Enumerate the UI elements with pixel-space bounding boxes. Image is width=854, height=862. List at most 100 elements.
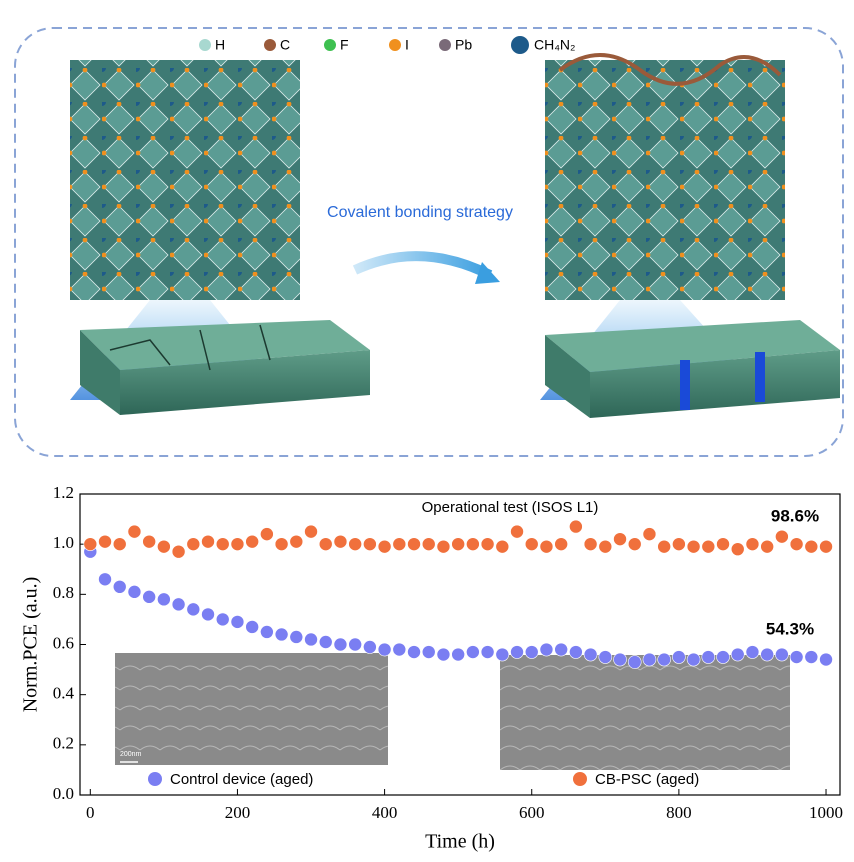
point bbox=[820, 653, 833, 666]
point bbox=[260, 625, 273, 638]
point bbox=[511, 646, 524, 659]
crystal bbox=[545, 60, 785, 300]
point bbox=[113, 580, 126, 593]
legend-label: I bbox=[405, 37, 409, 53]
point bbox=[157, 540, 170, 553]
point bbox=[172, 545, 185, 558]
point bbox=[187, 603, 200, 616]
scale-bar-label: 200nm bbox=[120, 751, 142, 758]
y-axis-label: Norm.PCE (a.u.) bbox=[20, 577, 42, 713]
x-tick-label: 600 bbox=[519, 803, 545, 822]
point bbox=[746, 646, 759, 659]
point bbox=[731, 543, 744, 556]
point bbox=[99, 573, 112, 586]
legend-marker bbox=[573, 772, 587, 786]
x-axis-label: Time (h) bbox=[425, 831, 495, 853]
point bbox=[496, 648, 509, 661]
point bbox=[672, 538, 685, 551]
point bbox=[422, 538, 435, 551]
point bbox=[540, 540, 553, 553]
legend-label: CB-PSC (aged) bbox=[595, 771, 699, 788]
point bbox=[334, 535, 347, 548]
point bbox=[481, 646, 494, 659]
point bbox=[113, 538, 126, 551]
point bbox=[628, 656, 641, 669]
point bbox=[731, 648, 744, 661]
point bbox=[761, 540, 774, 553]
point bbox=[599, 540, 612, 553]
y-tick-label: 1.0 bbox=[53, 533, 74, 552]
legend-label: C bbox=[280, 37, 290, 53]
point bbox=[452, 538, 465, 551]
point bbox=[790, 538, 803, 551]
point bbox=[614, 653, 627, 666]
legend-marker bbox=[148, 772, 162, 786]
point bbox=[290, 535, 303, 548]
point bbox=[363, 538, 376, 551]
chart: 200nm0.00.20.40.60.81.01.202004006008001… bbox=[20, 483, 843, 853]
point bbox=[172, 598, 185, 611]
legend-marker bbox=[324, 39, 336, 51]
point bbox=[319, 538, 332, 551]
point bbox=[672, 651, 685, 664]
point bbox=[643, 653, 656, 666]
point bbox=[466, 538, 479, 551]
x-tick-label: 800 bbox=[666, 803, 692, 822]
point bbox=[128, 525, 141, 538]
point bbox=[687, 540, 700, 553]
point bbox=[746, 538, 759, 551]
point bbox=[334, 638, 347, 651]
y-tick-label: 0.4 bbox=[53, 684, 75, 703]
legend-marker bbox=[511, 36, 529, 54]
point bbox=[437, 648, 450, 661]
point bbox=[702, 540, 715, 553]
point bbox=[599, 651, 612, 664]
arrow bbox=[355, 256, 490, 275]
sem-inset bbox=[115, 653, 388, 765]
point bbox=[260, 528, 273, 541]
figure: Covalent bonding strategy HCFIPbCH₄N₂ 20… bbox=[0, 0, 854, 857]
point bbox=[231, 615, 244, 628]
annotation: 98.6% bbox=[771, 506, 819, 525]
point bbox=[128, 585, 141, 598]
sem-inset bbox=[500, 655, 790, 770]
legend-label: Pb bbox=[455, 37, 472, 53]
point bbox=[349, 638, 362, 651]
point bbox=[658, 653, 671, 666]
point bbox=[84, 538, 97, 551]
y-tick-label: 0.0 bbox=[53, 784, 74, 803]
legend-label: F bbox=[340, 37, 349, 53]
y-tick-label: 0.2 bbox=[53, 734, 74, 753]
point bbox=[614, 533, 627, 546]
point bbox=[202, 535, 215, 548]
legend-marker bbox=[439, 39, 451, 51]
point bbox=[202, 608, 215, 621]
point bbox=[790, 651, 803, 664]
legend-marker bbox=[264, 39, 276, 51]
point bbox=[437, 540, 450, 553]
point bbox=[99, 535, 112, 548]
point bbox=[393, 538, 406, 551]
point bbox=[717, 538, 730, 551]
point bbox=[555, 643, 568, 656]
point bbox=[378, 643, 391, 656]
point bbox=[363, 641, 376, 654]
point bbox=[349, 538, 362, 551]
point bbox=[275, 538, 288, 551]
crystal bbox=[70, 60, 300, 300]
legend-label: Control device (aged) bbox=[170, 771, 313, 788]
point bbox=[761, 648, 774, 661]
point bbox=[584, 648, 597, 661]
point bbox=[319, 635, 332, 648]
legend-marker bbox=[199, 39, 211, 51]
point bbox=[658, 540, 671, 553]
point bbox=[246, 535, 259, 548]
legend-label: H bbox=[215, 37, 225, 53]
bond-channel bbox=[755, 352, 765, 402]
chart-title: Operational test (ISOS L1) bbox=[422, 499, 599, 516]
point bbox=[584, 538, 597, 551]
legend-marker bbox=[389, 39, 401, 51]
point bbox=[717, 651, 730, 664]
point bbox=[525, 646, 538, 659]
point bbox=[157, 593, 170, 606]
